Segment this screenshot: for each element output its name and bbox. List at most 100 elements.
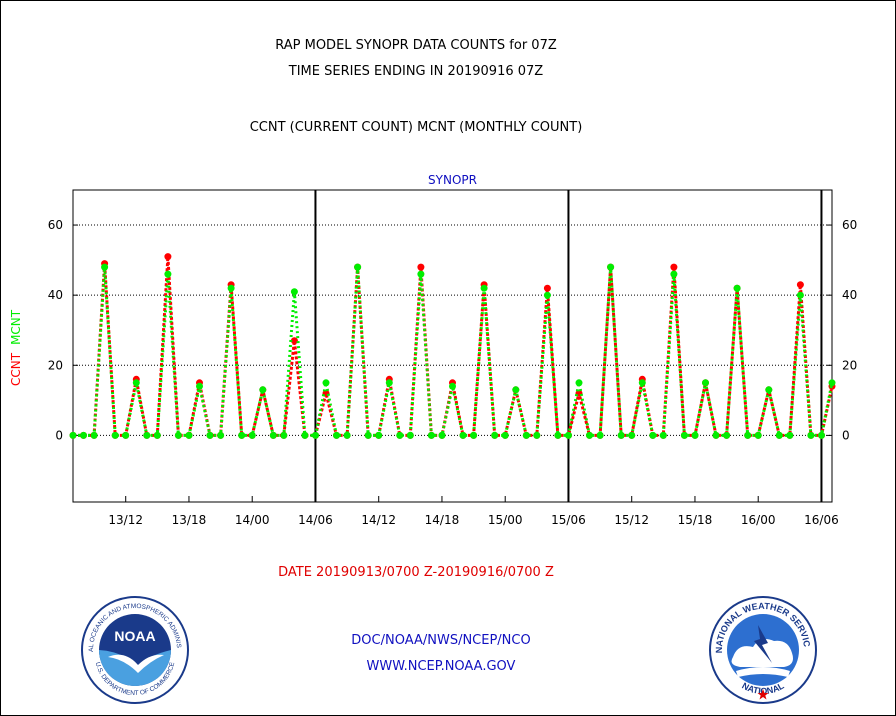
x-tick-label: 14/18 [425,513,460,527]
data-point-mcnt [712,431,720,439]
series-line-ccnt [73,256,834,437]
data-point-mcnt [227,284,235,292]
data-point-mcnt [659,431,667,439]
data-point-mcnt [680,431,688,439]
x-tick-label: 14/00 [235,513,270,527]
data-point-mcnt [480,284,488,292]
noaa-logo-text: NOAA [114,628,155,644]
data-point-ccnt [290,337,298,345]
y-tick-label-left: 20 [48,358,63,372]
data-point-mcnt [702,379,709,387]
nws-logo: NATIONAL WEATHER SERVICE NATIONAL [708,595,817,704]
data-point-mcnt [617,431,625,439]
data-point-mcnt [501,431,509,439]
data-point-mcnt [375,431,383,439]
y-tick-label-left: 60 [48,218,63,232]
data-point-mcnt [554,431,562,439]
data-point-mcnt [533,431,541,439]
data-point-ccnt [543,284,551,292]
data-point-mcnt [691,431,699,439]
data-point-mcnt [280,431,288,439]
data-point-mcnt [575,379,583,387]
x-tick-label: 15/18 [678,513,713,527]
y-tick-label-right: 0 [842,428,850,442]
data-point-mcnt [385,379,393,387]
chart-title-line2: TIME SERIES ENDING IN 20190916 07Z [288,64,544,79]
noaa-logo: NOAA NATIONAL OCEANIC AND ATMOSPHERIC AD… [80,595,189,704]
y-axis-label-ccnt: CCNT [9,352,23,386]
data-point-mcnt [754,431,762,439]
chart-title-line3: CCNT (CURRENT COUNT) MCNT (MONTHLY COUNT… [249,120,583,135]
x-tick-label: 13/18 [172,513,207,527]
data-point-mcnt [301,431,309,439]
data-point-mcnt [775,431,783,439]
data-point-mcnt [607,263,615,271]
data-point-mcnt [638,379,646,387]
data-point-mcnt [438,431,446,439]
data-point-mcnt [206,431,214,439]
data-point-mcnt [122,431,130,439]
plot-area [72,189,833,503]
data-point-mcnt [185,431,193,439]
data-point-mcnt [290,288,298,296]
data-point-mcnt [565,431,572,439]
data-point-mcnt [101,263,109,271]
data-point-mcnt [238,431,246,439]
x-tick-label: 14/12 [361,513,396,527]
data-point-ccnt [670,263,678,271]
data-point-mcnt [217,431,225,439]
y-axis-label-mcnt: MCNT [9,309,23,345]
data-point-mcnt [628,431,636,439]
x-tick-label: 15/06 [551,513,586,527]
data-point-mcnt [796,291,804,299]
data-point-mcnt [586,431,593,439]
data-point-mcnt [111,431,119,439]
data-point-mcnt [522,431,530,439]
data-point-mcnt [259,386,267,394]
nws-star-icon [757,689,769,700]
svg-text:NATIONAL: NATIONAL [740,680,786,696]
data-point-mcnt [354,263,362,271]
data-point-mcnt [90,431,98,439]
data-point-mcnt [333,431,340,439]
data-point-mcnt [786,431,794,439]
x-tick-label: 15/00 [488,513,523,527]
y-tick-label-right: 40 [842,288,857,302]
data-point-mcnt [417,270,425,278]
data-point-mcnt [512,386,520,394]
data-point-mcnt [132,379,140,387]
data-point-mcnt [80,431,87,439]
data-point-mcnt [459,431,467,439]
org-label: DOC/NOAA/NWS/NCEP/NCO [351,633,531,648]
x-tick-label: 14/06 [298,513,333,527]
data-point-mcnt [143,431,151,439]
data-point-mcnt [196,382,203,390]
data-point-mcnt [427,431,435,439]
x-tick-label: 16/00 [741,513,776,527]
data-point-mcnt [470,431,478,439]
data-point-mcnt [312,431,319,439]
date-range-label: DATE 20190913/0700 Z-20190916/0700 Z [278,565,554,580]
data-point-mcnt [723,431,731,439]
data-point-mcnt [543,291,551,299]
series-line-mcnt [73,267,834,437]
data-point-mcnt [164,270,172,278]
chart-title: SYNOPR [428,173,477,187]
data-point-mcnt [828,379,836,387]
data-point-mcnt [174,431,182,439]
data-point-ccnt [417,263,425,271]
website-link[interactable]: WWW.NCEP.NOAA.GOV [366,659,516,674]
x-tick-label: 13/12 [108,513,143,527]
data-point-mcnt [248,431,256,439]
data-point-mcnt [396,431,404,439]
data-point-mcnt [744,431,752,439]
data-point-ccnt [796,281,804,289]
x-tick-label: 16/06 [804,513,839,527]
data-point-mcnt [649,431,657,439]
data-point-mcnt [670,270,678,278]
y-tick-label-right: 20 [842,358,857,372]
data-point-mcnt [153,431,161,439]
data-point-mcnt [765,386,773,394]
data-point-mcnt [807,431,815,439]
data-point-mcnt [69,431,77,439]
